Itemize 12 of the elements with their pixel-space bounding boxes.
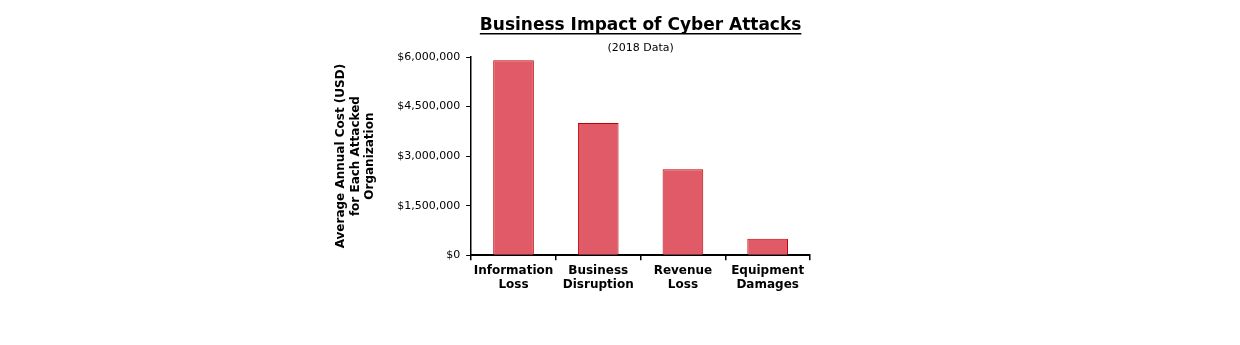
x-tick-label: Revenue Loss	[653, 262, 713, 291]
y-tick-label: $0	[446, 248, 461, 262]
y-axis-title: Average Annual Cost (USD) for Each Attacked Organization	[333, 63, 377, 249]
x-tick-label: Equipment Damages	[731, 262, 805, 291]
y-tick-label: $6,000,000	[397, 49, 461, 63]
x-tick-label: Information Loss	[473, 262, 554, 291]
x-tick-label: Business Disruption	[562, 262, 634, 291]
y-tick-label: $1,500,000	[397, 198, 461, 212]
chart-subtitle: (2018 Data)	[607, 41, 674, 54]
chart-title: Business Impact of Cyber Attacks	[479, 14, 802, 34]
y-tick-label: $3,000,000	[397, 148, 461, 162]
y-tick-label: $4,500,000	[397, 99, 461, 113]
